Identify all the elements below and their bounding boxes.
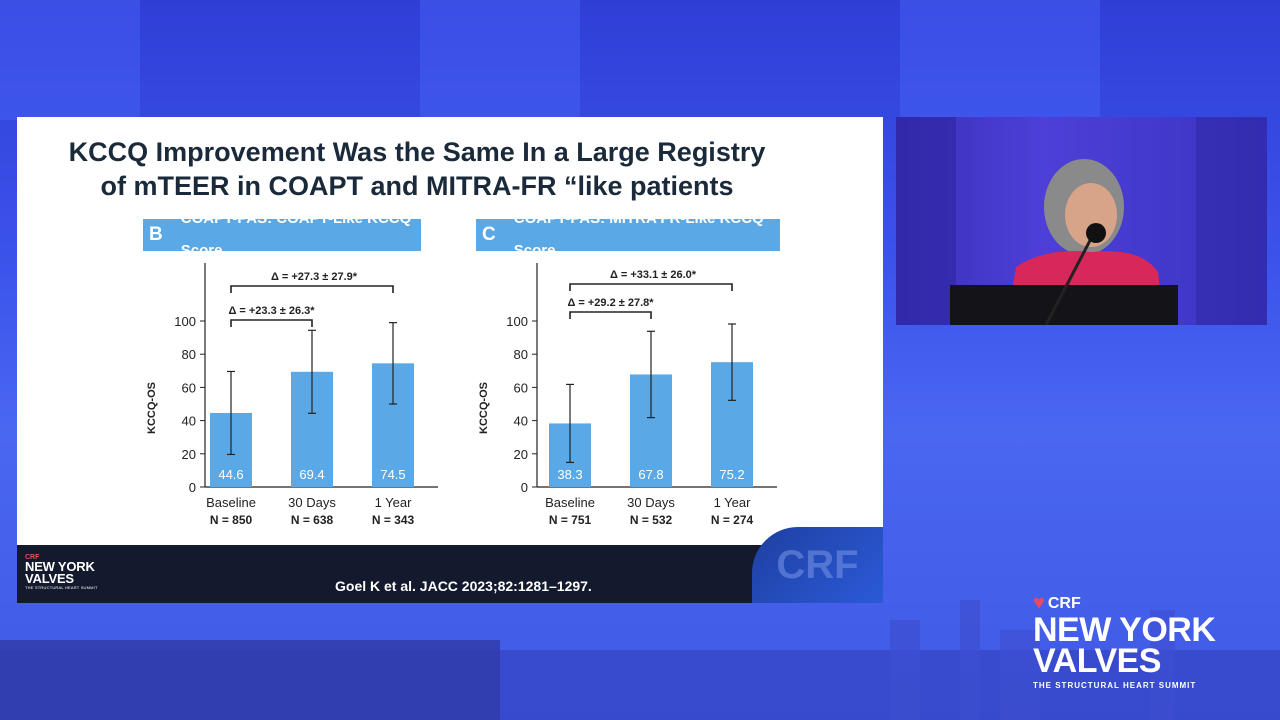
slide-footer	[17, 545, 883, 603]
panel-b-n-label: N = 638	[291, 513, 334, 527]
footer-crf-watermark: CRF	[752, 527, 883, 603]
panel-c-bracket-label: Δ = +29.2 ± 27.8*	[567, 297, 654, 309]
panel-b-y-axis-label: KCCQ-OS	[146, 382, 158, 434]
panel-b-bracket	[230, 319, 313, 327]
panel-b-bar-value-label: 44.6	[218, 467, 243, 482]
panel-b-y-tick-label: 80	[182, 347, 196, 362]
citation-text: Goel K et al. JACC 2023;82:1281–1297.	[335, 578, 592, 594]
panel-c-x-tick-label: 1 Year	[714, 495, 752, 510]
panel-c-bar-value-label: 38.3	[557, 467, 582, 482]
slide-title-line: of mTEER in COAPT and MITRA-FR “like pat…	[100, 171, 734, 201]
panel-c-n-label: N = 751	[549, 513, 592, 527]
panel-c-n-label: N = 532	[630, 513, 673, 527]
footer-logo-sub: THE STRUCTURAL HEART SUMMIT	[25, 585, 98, 590]
panel-c-y-tick-label: 100	[506, 314, 528, 329]
footer-logo-line1: NEW YORK	[25, 559, 95, 574]
panel-c-bracket-label: Δ = +33.1 ± 26.0*	[610, 269, 697, 281]
panel-b-x-tick-label: Baseline	[206, 495, 256, 510]
panel-b-letter: B	[149, 224, 163, 245]
panel-b-x-tick-label: 30 Days	[288, 495, 336, 510]
panel-b-y-tick-label: 100	[174, 314, 196, 329]
panel-c-title: COAPT-PAS: MITRA FR-Like KCCQ Score	[513, 210, 764, 259]
panel-c-y-tick-label: 60	[514, 380, 528, 395]
slide-title-line: KCCQ Improvement Was the Same In a Large…	[68, 137, 766, 167]
panel-c-y-axis-label: KCCQ-OS	[478, 382, 490, 434]
background-curtain	[420, 0, 580, 120]
presentation-slide: KCCQ Improvement Was the Same In a Large…	[17, 117, 883, 603]
panel-b-y-tick-label: 60	[182, 380, 196, 395]
panel-c-bar-value-label: 67.8	[638, 467, 663, 482]
brand-line2: VALVES	[1033, 642, 1162, 680]
panel-c-x-tick-label: 30 Days	[627, 495, 675, 510]
kccq-bar-charts: 0 20 40 60 80 100 KCCQ-OS 44.6 Baseline N = 850 69…	[146, 263, 777, 527]
panel-b-n-label: N = 850	[210, 513, 253, 527]
panel-b-x-tick-label: 1 Year	[375, 495, 413, 510]
panel-b-n-label: N = 343	[372, 513, 415, 527]
panel-b-bracket-label: Δ = +27.3 ± 27.9*	[271, 271, 358, 283]
panel-c-y-tick-label: 0	[521, 480, 528, 495]
panel-b-bar-value-label: 74.5	[380, 467, 405, 482]
panel-b-title: COAPT-PAS: COAPT-Like KCCQ Score	[180, 210, 412, 259]
background-curtain	[0, 0, 140, 120]
panel-b-bracket-label: Δ = +23.3 ± 26.3*	[228, 305, 315, 317]
slide-title: KCCQ Improvement Was the Same In a Large…	[17, 135, 817, 203]
brand-sub: THE STRUCTURAL HEART SUMMIT	[1033, 681, 1197, 690]
skyline-silhouette	[0, 600, 1280, 720]
brand-line1: NEW YORK	[1033, 611, 1216, 649]
panel-b-bar-value-label: 69.4	[299, 467, 324, 482]
panel-c-n-label: N = 274	[711, 513, 754, 527]
panel-c-header: C COAPT-PAS: MITRA FR-Like KCCQ Score	[476, 210, 780, 259]
panel-b-header: B COAPT-PAS: COAPT-Like KCCQ Score	[143, 210, 421, 259]
panel-b-y-tick-label: 20	[182, 447, 196, 462]
event-brand-logo: ♥ CRF NEW YORK VALVES THE STRUCTURAL HEA…	[1033, 592, 1216, 690]
panel-c-bar-value-label: 75.2	[719, 467, 744, 482]
footer-logo-line2: VALVES	[25, 571, 74, 586]
speaker-video	[896, 117, 1267, 325]
background-curtain	[900, 0, 1100, 120]
panel-c-x-tick-label: Baseline	[545, 495, 595, 510]
panel-b-y-tick-label: 40	[182, 414, 196, 429]
panel-c-letter: C	[482, 224, 496, 245]
footer-logo: CRF NEW YORK VALVES THE STRUCTURAL HEART…	[25, 554, 98, 590]
brand-crf: ♥ CRF	[1033, 592, 1215, 615]
panel-c-bracket	[569, 283, 733, 291]
panel-c-y-tick-label: 40	[514, 414, 528, 429]
panel-b-bracket	[230, 285, 394, 293]
panel-c-y-tick-label: 20	[514, 447, 528, 462]
panel-b-y-tick-label: 0	[189, 480, 196, 495]
heart-icon: ♥	[1033, 592, 1045, 614]
footer-logo-crf: CRF	[25, 554, 40, 561]
brand-crf-text: CRF	[1047, 594, 1081, 612]
speaker-video-frame	[896, 117, 1267, 325]
panel-c-y-tick-label: 80	[514, 347, 528, 362]
panel-c-bracket	[569, 311, 652, 319]
